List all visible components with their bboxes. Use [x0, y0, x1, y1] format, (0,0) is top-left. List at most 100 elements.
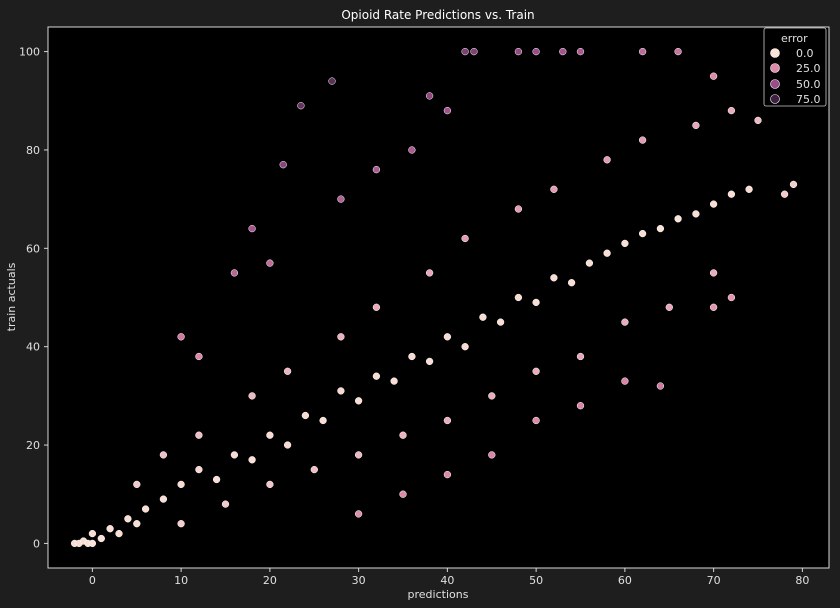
data-point — [692, 210, 700, 218]
data-point — [390, 377, 398, 385]
legend-marker — [770, 63, 780, 73]
data-point — [621, 318, 629, 326]
data-point — [727, 106, 736, 115]
data-point — [603, 249, 611, 257]
data-point — [780, 190, 789, 198]
data-point — [550, 185, 558, 193]
data-point — [408, 146, 416, 154]
data-point — [709, 269, 718, 277]
y-tick-label: 0 — [33, 537, 40, 550]
data-point — [585, 259, 594, 267]
x-tick-label: 0 — [89, 574, 96, 587]
data-point — [372, 372, 381, 380]
data-point — [124, 515, 132, 523]
data-point — [479, 313, 487, 321]
data-point — [195, 465, 203, 474]
data-point — [576, 352, 585, 361]
x-tick-label: 60 — [618, 574, 632, 587]
data-point — [266, 259, 274, 267]
legend-entry: 25.0 — [770, 62, 821, 75]
data-point — [692, 121, 700, 130]
data-point — [754, 116, 762, 125]
data-point — [532, 416, 540, 425]
data-point — [674, 215, 682, 223]
data-point — [283, 441, 292, 449]
data-point — [461, 47, 469, 56]
data-point — [514, 205, 523, 213]
data-point — [425, 92, 434, 100]
data-point — [576, 402, 585, 410]
data-point — [301, 411, 310, 420]
data-point — [638, 136, 647, 144]
legend: error 0.0 25.0 50.0 75.0 — [763, 27, 827, 107]
data-point — [461, 343, 469, 351]
legend-label: 50.0 — [796, 78, 821, 91]
y-tick-label: 80 — [26, 144, 40, 157]
data-point — [354, 397, 363, 405]
legend-entry: 50.0 — [770, 78, 821, 91]
data-point — [159, 451, 168, 459]
legend-title: error — [781, 32, 808, 45]
data-point — [88, 539, 97, 548]
data-point — [576, 47, 585, 56]
data-points — [70, 47, 798, 548]
data-point — [115, 529, 123, 538]
y-axis-ticks: 0 20 40 60 80 100 — [19, 46, 48, 550]
data-point — [488, 392, 496, 400]
x-tick-label: 40 — [440, 574, 454, 587]
data-point — [514, 293, 523, 302]
legend-entry: 75.0 — [770, 93, 821, 106]
legend-box — [763, 27, 827, 107]
data-point — [195, 431, 203, 439]
data-point — [532, 47, 540, 56]
data-point — [656, 224, 665, 233]
data-point — [248, 392, 256, 400]
data-point — [603, 156, 611, 164]
data-point — [319, 416, 327, 425]
legend-label: 25.0 — [796, 62, 821, 75]
y-tick-label: 20 — [26, 439, 40, 452]
data-point — [709, 303, 718, 311]
plot-area — [47, 26, 830, 569]
x-tick-label: 50 — [529, 574, 543, 587]
data-point — [532, 367, 540, 375]
data-point — [248, 224, 256, 233]
chart-title: Opioid Rate Predictions vs. Train — [341, 8, 534, 22]
data-point — [727, 293, 736, 302]
data-point — [177, 520, 185, 528]
data-point — [195, 352, 203, 361]
data-point — [425, 357, 434, 366]
data-point — [665, 303, 673, 311]
data-point — [177, 480, 185, 489]
x-tick-label: 80 — [795, 574, 809, 587]
data-point — [337, 333, 345, 341]
y-tick-label: 100 — [19, 46, 40, 59]
data-point — [443, 416, 452, 425]
data-point — [621, 239, 629, 248]
data-point — [159, 495, 168, 503]
legend-label: 75.0 — [796, 93, 821, 106]
data-point — [337, 195, 345, 203]
data-point — [532, 298, 540, 307]
data-point — [638, 229, 647, 238]
data-point — [354, 510, 363, 518]
data-point — [488, 451, 496, 459]
x-tick-label: 20 — [263, 574, 277, 587]
data-point — [709, 72, 718, 80]
data-point — [248, 456, 256, 464]
data-point — [97, 534, 105, 543]
y-tick-label: 40 — [26, 341, 40, 354]
data-point — [310, 465, 318, 474]
data-point — [461, 234, 469, 243]
data-point — [727, 190, 736, 198]
x-tick-label: 30 — [352, 574, 366, 587]
data-point — [337, 387, 345, 395]
data-point — [408, 352, 416, 361]
data-point — [443, 470, 452, 479]
y-tick-label: 60 — [26, 242, 40, 255]
x-axis-ticks: 0 10 20 30 40 50 60 70 80 — [89, 568, 809, 587]
x-tick-label: 70 — [707, 574, 721, 587]
legend-marker — [770, 79, 780, 89]
data-point — [621, 377, 629, 385]
